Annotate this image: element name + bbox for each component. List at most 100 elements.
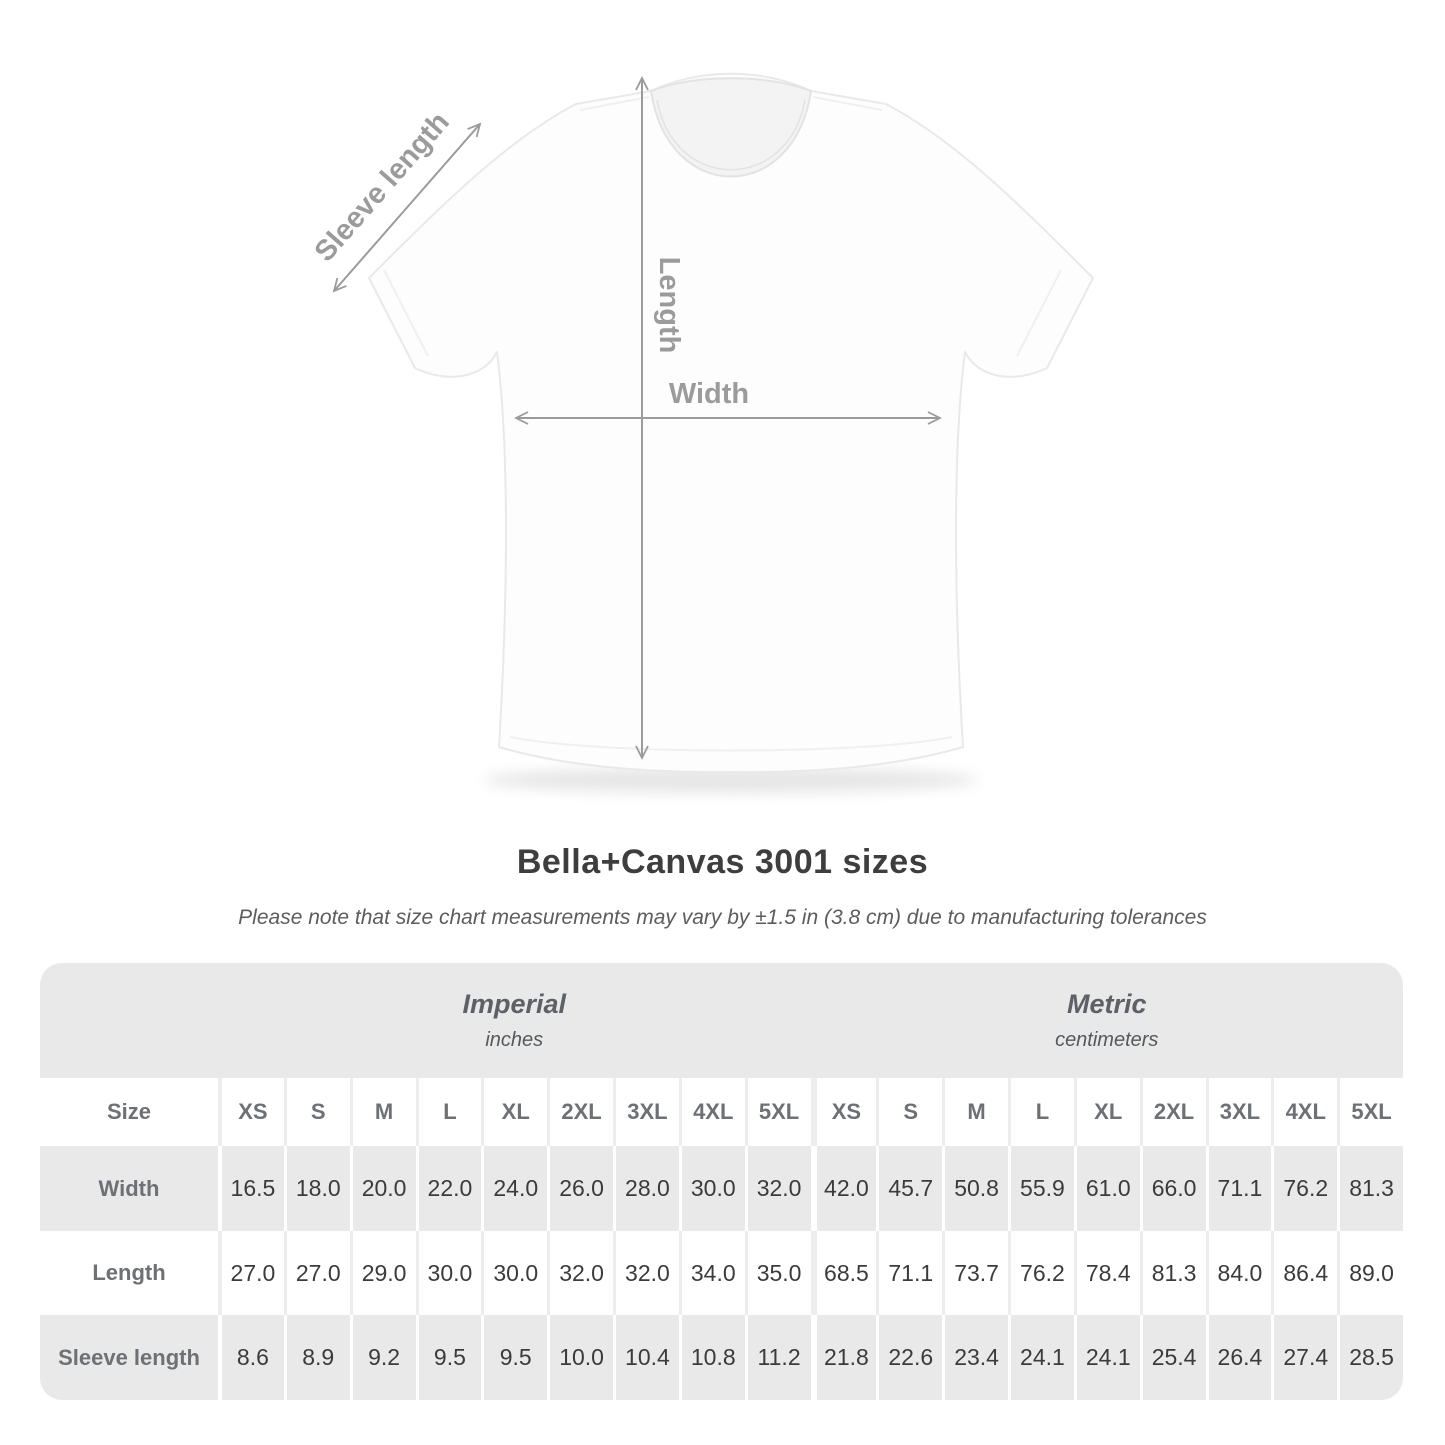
table-body: Width 16.5 18.0 20.0 22.0 24.0 26.0 28.0 30.0 32.… — [40, 1146, 1403, 1400]
value-cell: 20.0 — [349, 1146, 416, 1231]
size-col-header: 2XL — [1139, 1078, 1206, 1146]
value-cell: 9.5 — [481, 1315, 547, 1400]
value-cell: 24.1 — [1073, 1315, 1140, 1400]
value-cell: 28.0 — [613, 1146, 679, 1231]
size-col-header: 4XL — [678, 1078, 745, 1146]
metric-label: Metric — [1066, 989, 1147, 1019]
value-cell: 66.0 — [1139, 1146, 1206, 1231]
value-cell: 27.0 — [283, 1231, 350, 1315]
size-col-header: XL — [481, 1078, 547, 1146]
value-cell: 24.0 — [481, 1146, 547, 1231]
size-col-header: S — [876, 1078, 942, 1146]
size-col-header: 3XL — [1205, 1078, 1272, 1146]
value-cell: 8.6 — [218, 1315, 284, 1400]
value-cell: 10.8 — [678, 1315, 745, 1400]
value-cell: 24.1 — [1008, 1315, 1074, 1400]
table-row: Sleeve length 8.6 8.9 9.2 9.5 9.5 10.0 10.4 10.8… — [40, 1315, 1403, 1400]
metric-unit: centimeters — [1055, 1029, 1159, 1051]
value-cell: 71.1 — [876, 1231, 942, 1315]
collar-rib-seam — [656, 99, 806, 171]
page-title: Bella+Canvas 3001 sizes — [516, 843, 929, 881]
imperial-unit: inches — [485, 1029, 544, 1051]
value-cell: 28.5 — [1337, 1315, 1403, 1400]
value-cell: 26.4 — [1205, 1315, 1272, 1400]
value-cell: 42.0 — [810, 1146, 877, 1231]
size-col-header: 4XL — [1271, 1078, 1337, 1146]
value-cell: 21.8 — [810, 1315, 877, 1400]
value-cell: 78.4 — [1073, 1231, 1140, 1315]
value-cell: 32.0 — [744, 1146, 811, 1231]
value-cell: 32.0 — [613, 1231, 679, 1315]
value-cell: 73.7 — [942, 1231, 1008, 1315]
collar — [649, 77, 813, 178]
value-cell: 9.2 — [349, 1315, 416, 1400]
imperial-group-header: Imperial inches — [218, 963, 811, 1078]
value-cell: 55.9 — [1008, 1146, 1074, 1231]
sleeve-length-arrow — [334, 124, 480, 291]
row-label: Sleeve length — [58, 1344, 200, 1370]
value-cell: 16.5 — [218, 1146, 284, 1231]
size-col-header: S — [283, 1078, 350, 1146]
value-cell: 25.4 — [1139, 1315, 1206, 1400]
width-label: Width — [669, 378, 749, 410]
value-cell: 81.3 — [1139, 1231, 1206, 1315]
value-cell: 86.4 — [1271, 1231, 1337, 1315]
table-row: Length 27.0 27.0 29.0 30.0 30.0 32.0 32.0 34.0 35… — [40, 1231, 1403, 1315]
value-cell: 68.5 — [810, 1231, 877, 1315]
value-cell: 9.5 — [415, 1315, 482, 1400]
size-col-header: L — [1008, 1078, 1074, 1146]
size-col-header: M — [349, 1078, 416, 1146]
row-label: Length — [92, 1260, 166, 1285]
size-col-header: L — [415, 1078, 482, 1146]
size-col-header: XS — [218, 1078, 284, 1146]
value-cell: 23.4 — [942, 1315, 1008, 1400]
value-cell: 10.4 — [613, 1315, 679, 1400]
value-cell: 11.2 — [744, 1315, 811, 1400]
metric-group-header: Metric centimeters — [811, 963, 1404, 1078]
value-cell: 50.8 — [942, 1146, 1008, 1231]
value-cell: 32.0 — [547, 1231, 613, 1315]
value-cell: 22.0 — [415, 1146, 482, 1231]
size-col-header: M — [942, 1078, 1008, 1146]
value-cell: 29.0 — [349, 1231, 416, 1315]
value-cell: 18.0 — [283, 1146, 350, 1231]
tshirt-diagram: Sleeve length Length Width — [309, 72, 1094, 793]
size-col-header: 2XL — [547, 1078, 613, 1146]
shirt-shadow — [483, 767, 979, 793]
tshirt-body — [368, 72, 1094, 774]
value-cell: 26.0 — [547, 1146, 613, 1231]
tolerance-note: Please note that size chart measurements… — [238, 906, 1207, 929]
imperial-label: Imperial — [462, 989, 567, 1019]
value-cell: 81.3 — [1337, 1146, 1403, 1231]
value-cell: 22.6 — [876, 1315, 942, 1400]
value-cell: 61.0 — [1073, 1146, 1140, 1231]
value-cell: 76.2 — [1008, 1231, 1074, 1315]
hem-stitch — [509, 736, 953, 752]
value-cell: 35.0 — [744, 1231, 811, 1315]
size-col-header: 5XL — [1337, 1078, 1403, 1146]
size-col-header: XS — [810, 1078, 877, 1146]
value-cell: 30.0 — [678, 1146, 745, 1231]
value-cell: 8.9 — [283, 1315, 350, 1400]
table-row: Width 16.5 18.0 20.0 22.0 24.0 26.0 28.0 30.0 32.… — [40, 1146, 1403, 1231]
size-col-header: 3XL — [613, 1078, 679, 1146]
size-table: Imperial inches Metric centimeters Size … — [40, 963, 1403, 1400]
value-cell: 30.0 — [415, 1231, 482, 1315]
value-cell: 71.1 — [1205, 1146, 1272, 1231]
shoulder-seam-right — [812, 96, 883, 111]
value-cell: 84.0 — [1205, 1231, 1272, 1315]
unit-header-row: Imperial inches Metric centimeters — [40, 963, 1403, 1078]
value-cell: 45.7 — [876, 1146, 942, 1231]
header-corner-spacer — [40, 963, 218, 1078]
value-cell: 27.4 — [1271, 1315, 1337, 1400]
tshirt-diagram-svg: Sleeve length Length Width — [309, 72, 1094, 793]
value-cell: 10.0 — [547, 1315, 613, 1400]
value-cell: 89.0 — [1337, 1231, 1403, 1315]
sizes-row: Size XS S M L XL 2XL 3XL 4XL 5XL XS S M L XL 2XL 3XL 4XL… — [40, 1078, 1403, 1146]
size-col-header: XL — [1073, 1078, 1140, 1146]
size-col-header: 5XL — [744, 1078, 811, 1146]
value-cell: 30.0 — [481, 1231, 547, 1315]
sleeve-fold-right — [1016, 269, 1062, 357]
row-label: Width — [98, 1175, 160, 1201]
value-cell: 27.0 — [218, 1231, 284, 1315]
